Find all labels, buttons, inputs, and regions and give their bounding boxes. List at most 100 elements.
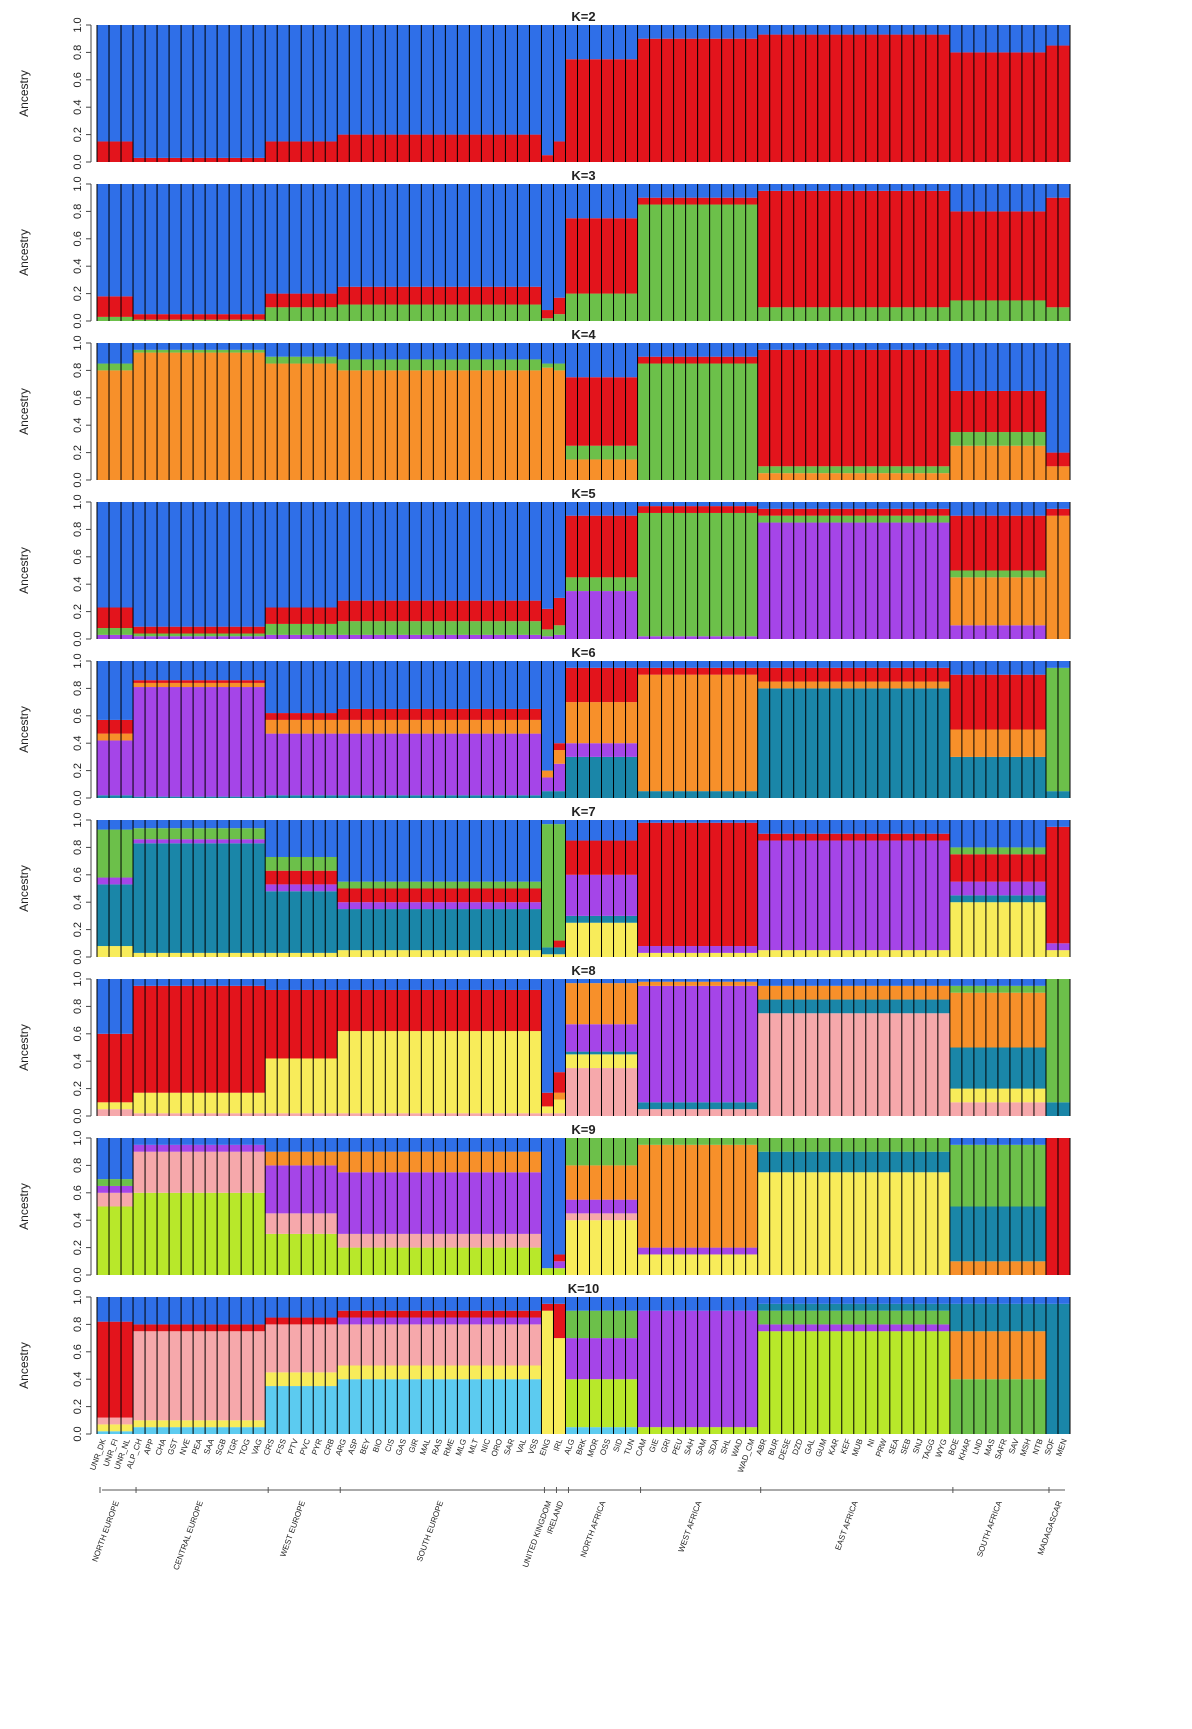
y-tick-label: 1.0 [72, 812, 84, 827]
ancestry-segment [541, 363, 554, 368]
ancestry-segment [133, 1331, 266, 1421]
ancestry-segment [541, 770, 554, 778]
ancestry-segment [97, 141, 134, 162]
region-label: SOUTH AFRICA [975, 1499, 1004, 1558]
ancestry-segment [97, 795, 134, 798]
ancestry-segment [337, 184, 542, 287]
ancestry-segment [541, 947, 554, 955]
ancestry-segment [97, 877, 134, 885]
ancestry-segment [97, 1102, 134, 1110]
region-label: WEST AFRICA [677, 1499, 704, 1554]
ancestry-segment [133, 796, 266, 798]
ancestry-segment [97, 370, 134, 480]
y-axis-label: Ancestry [17, 547, 31, 594]
population-label: CRS [262, 1438, 276, 1457]
ancestry-segment [553, 184, 566, 298]
ancestry-segment [133, 828, 266, 840]
ancestry-segment [337, 950, 542, 957]
y-tick-label: 0.6 [72, 549, 84, 564]
ancestry-segment [133, 1427, 266, 1434]
y-tick-label: 0.0 [72, 1108, 84, 1123]
y-tick-label: 0.0 [72, 1267, 84, 1282]
ancestry-segment [337, 708, 542, 720]
ancestry-segment [133, 1192, 266, 1275]
population-label: PRW [874, 1437, 889, 1458]
y-tick-label: 0.8 [72, 363, 84, 378]
ancestry-segment [337, 661, 542, 709]
ancestry-segment [337, 370, 542, 480]
ancestry-segment [133, 633, 266, 637]
ancestry-segment [553, 661, 566, 744]
population-label: GAS [394, 1438, 408, 1457]
region-label: NORTH EUROPE [90, 1500, 120, 1564]
ancestry-segment [97, 628, 134, 635]
y-tick-label: 0.2 [72, 1081, 84, 1096]
y-tick-label: 0.4 [72, 736, 84, 751]
population-label: MEN [1054, 1437, 1069, 1457]
ancestry-segment [337, 795, 542, 798]
ancestry-segment [553, 363, 566, 371]
ancestry-segment [97, 363, 134, 371]
ancestry-segment [97, 829, 134, 878]
ancestry-segment [133, 157, 266, 162]
ancestry-segment [337, 621, 542, 635]
ancestry-segment [541, 1092, 554, 1107]
ancestry-segment [541, 1106, 554, 1114]
ancestry-segment [133, 636, 266, 639]
population-label: ENG [538, 1438, 552, 1457]
ancestry-segment [553, 743, 566, 751]
ancestry-segment [133, 349, 266, 353]
y-tick-label: 0.4 [72, 1213, 84, 1228]
ancestry-segment [553, 1113, 566, 1116]
ancestry-segment [337, 1317, 542, 1325]
population-label: NI [865, 1438, 876, 1449]
y-tick-label: 0.2 [72, 604, 84, 619]
population-label: SDA [706, 1437, 720, 1456]
panel-title: K=9 [571, 1122, 595, 1137]
ancestry-segment [133, 1151, 266, 1193]
ancestry-segment [553, 370, 566, 480]
ancestry-segment [337, 989, 542, 1032]
population-label: KAR [827, 1437, 841, 1456]
ancestry-segment [97, 184, 134, 297]
ancestry-segment [97, 1138, 134, 1180]
ancestry-segment [97, 634, 134, 639]
region-label: SOUTH EUROPE [415, 1500, 445, 1563]
ancestry-segment [97, 1206, 134, 1275]
population-label: BIO [371, 1438, 384, 1454]
ancestry-segment [541, 636, 554, 639]
ancestry-segment [541, 1303, 554, 1311]
ancestry-segment [553, 1138, 566, 1255]
ancestry-segment [553, 25, 566, 142]
y-axis-label: Ancestry [17, 388, 31, 435]
panel-title: K=3 [571, 168, 595, 183]
ancestry-segment [133, 843, 266, 953]
ancestry-segment [133, 680, 266, 683]
ancestry-segment [133, 687, 266, 797]
ancestry-segment [337, 343, 542, 360]
population-label: CIS [383, 1438, 396, 1454]
ancestry-segment [337, 1310, 542, 1318]
population-label: MLT [467, 1437, 481, 1455]
ancestry-segment [553, 502, 566, 598]
ancestry-segment [541, 661, 554, 771]
ancestry-segment [133, 1092, 266, 1114]
ancestry-segment [553, 1297, 566, 1304]
ancestry-segment [133, 502, 266, 627]
y-tick-label: 0.2 [72, 763, 84, 778]
ancestry-segment [97, 1321, 134, 1418]
ancestry-segment [97, 719, 134, 734]
ancestry-segment [541, 155, 554, 162]
ancestry-segment [337, 25, 542, 135]
population-label: BEY [358, 1437, 372, 1456]
ancestry-segment [541, 310, 554, 319]
ancestry-segment [133, 184, 266, 315]
region-label: NORTH AFRICA [579, 1499, 608, 1559]
ancestry-segment [337, 902, 542, 910]
ancestry-segment [97, 1179, 134, 1186]
population-label: GUM [814, 1437, 829, 1458]
ancestry-segment [97, 1185, 134, 1193]
ancestry-segment [553, 1072, 566, 1093]
y-axis-label: Ancestry [17, 1024, 31, 1071]
ancestry-segment [541, 502, 554, 609]
